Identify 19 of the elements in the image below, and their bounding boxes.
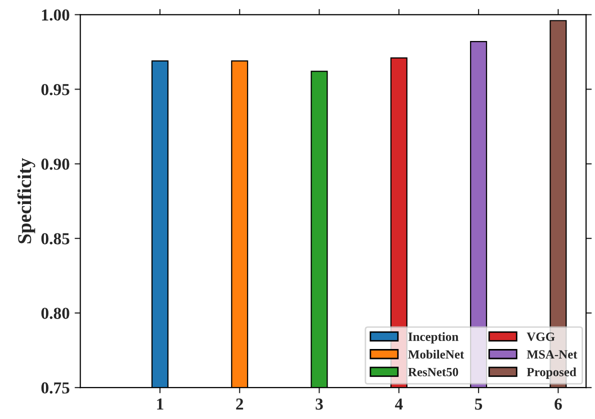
y-tick-label: 0.85 (41, 233, 70, 244)
x-tick-label: 5 (475, 398, 482, 410)
y-tick-label: 0.95 (41, 84, 70, 96)
y-tick-label: 0.80 (41, 308, 70, 320)
x-tick-label: 2 (236, 398, 244, 410)
x-tick-label: 4 (394, 398, 403, 410)
y-tick-label: 0.90 (41, 158, 70, 170)
x-tick-label: 1 (157, 398, 164, 410)
legend-label: MSA-Net (526, 350, 578, 359)
x-tick-label: 6 (554, 398, 562, 410)
legend-label: Inception (408, 332, 458, 344)
legend-label: MobileNet (408, 350, 464, 359)
y-axis-title: Specificity (17, 158, 36, 244)
legend-label: VGG (526, 332, 555, 342)
x-tick-label: 3 (316, 398, 323, 410)
y-tick-label: 0.75 (41, 382, 70, 394)
y-tick-label: 1.00 (42, 9, 70, 21)
legend-label: ResNet50 (408, 368, 458, 376)
legend-label: Proposed (526, 367, 576, 379)
